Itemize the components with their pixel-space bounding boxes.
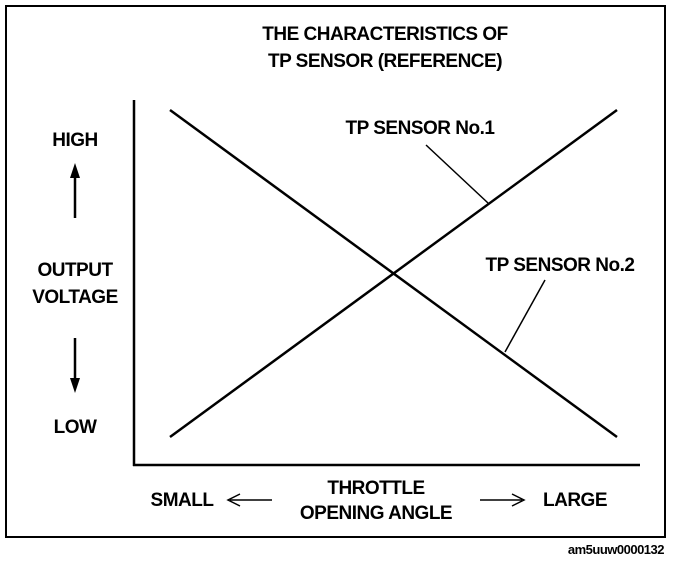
y-high-label: HIGH bbox=[52, 130, 98, 151]
x-label-line1: THROTTLE bbox=[327, 478, 425, 499]
series-label-no1: TP SENSOR No.1 bbox=[345, 118, 495, 139]
chart-title-line1: THE CHARACTERISTICS OF bbox=[262, 24, 508, 45]
x-label-line2: OPENING ANGLE bbox=[299, 503, 453, 524]
leader-line-no2 bbox=[504, 279, 546, 353]
arrow-down-icon bbox=[70, 338, 80, 393]
series-label-no2: TP SENSOR No.2 bbox=[485, 255, 635, 276]
y-label-line1: OUTPUT bbox=[37, 260, 113, 281]
arrow-left-icon bbox=[226, 493, 272, 507]
y-low-label: LOW bbox=[53, 417, 97, 438]
arrow-right-icon bbox=[480, 493, 526, 507]
chart-title-line2: TP SENSOR (REFERENCE) bbox=[267, 51, 503, 72]
x-small-label: SMALL bbox=[150, 490, 214, 511]
figure-frame bbox=[5, 5, 666, 538]
x-large-label: LARGE bbox=[543, 490, 608, 511]
arrow-up-icon bbox=[70, 163, 80, 218]
y-label-line2: VOLTAGE bbox=[32, 287, 118, 308]
series-line-2 bbox=[169, 108, 618, 439]
leader-line-no1 bbox=[425, 144, 489, 204]
figure-id-caption: am5uuw0000132 bbox=[567, 542, 665, 557]
